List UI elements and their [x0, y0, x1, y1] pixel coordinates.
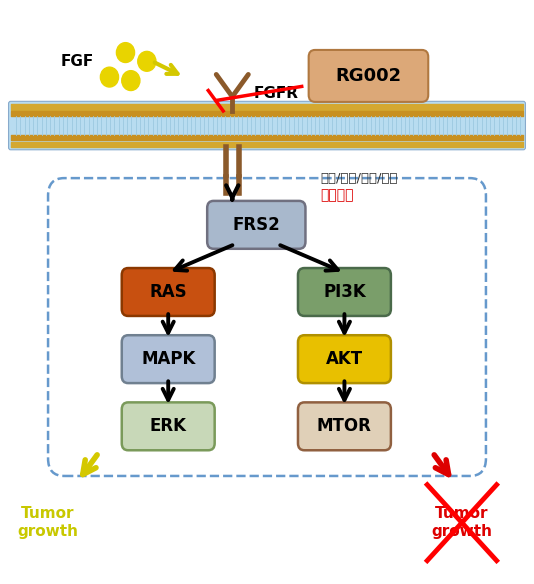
FancyBboxPatch shape: [122, 335, 215, 383]
FancyBboxPatch shape: [298, 335, 391, 383]
FancyBboxPatch shape: [9, 102, 525, 150]
Text: RAS: RAS: [150, 283, 187, 301]
Text: MAPK: MAPK: [141, 350, 195, 368]
FancyBboxPatch shape: [298, 402, 391, 450]
Text: FGF: FGF: [61, 54, 94, 69]
FancyBboxPatch shape: [309, 50, 428, 102]
Text: Tumor
growth: Tumor growth: [431, 506, 492, 540]
FancyBboxPatch shape: [207, 201, 305, 249]
Text: 融合/重排/突变/扩增: 融合/重排/突变/扩增: [320, 172, 398, 185]
FancyBboxPatch shape: [298, 268, 391, 316]
Text: RG002: RG002: [335, 67, 402, 85]
Text: AKT: AKT: [326, 350, 363, 368]
FancyBboxPatch shape: [122, 402, 215, 450]
Text: PI3K: PI3K: [323, 283, 366, 301]
Circle shape: [122, 71, 140, 91]
Circle shape: [116, 43, 135, 62]
Circle shape: [100, 67, 119, 87]
Text: FRS2: FRS2: [232, 216, 280, 234]
Text: ERK: ERK: [150, 418, 187, 435]
FancyBboxPatch shape: [122, 268, 215, 316]
Text: MTOR: MTOR: [317, 418, 372, 435]
Text: 耗药突变: 耗药突变: [320, 189, 354, 203]
Text: FGFR: FGFR: [254, 86, 299, 101]
Text: Tumor
growth: Tumor growth: [18, 506, 78, 540]
Circle shape: [138, 51, 156, 71]
